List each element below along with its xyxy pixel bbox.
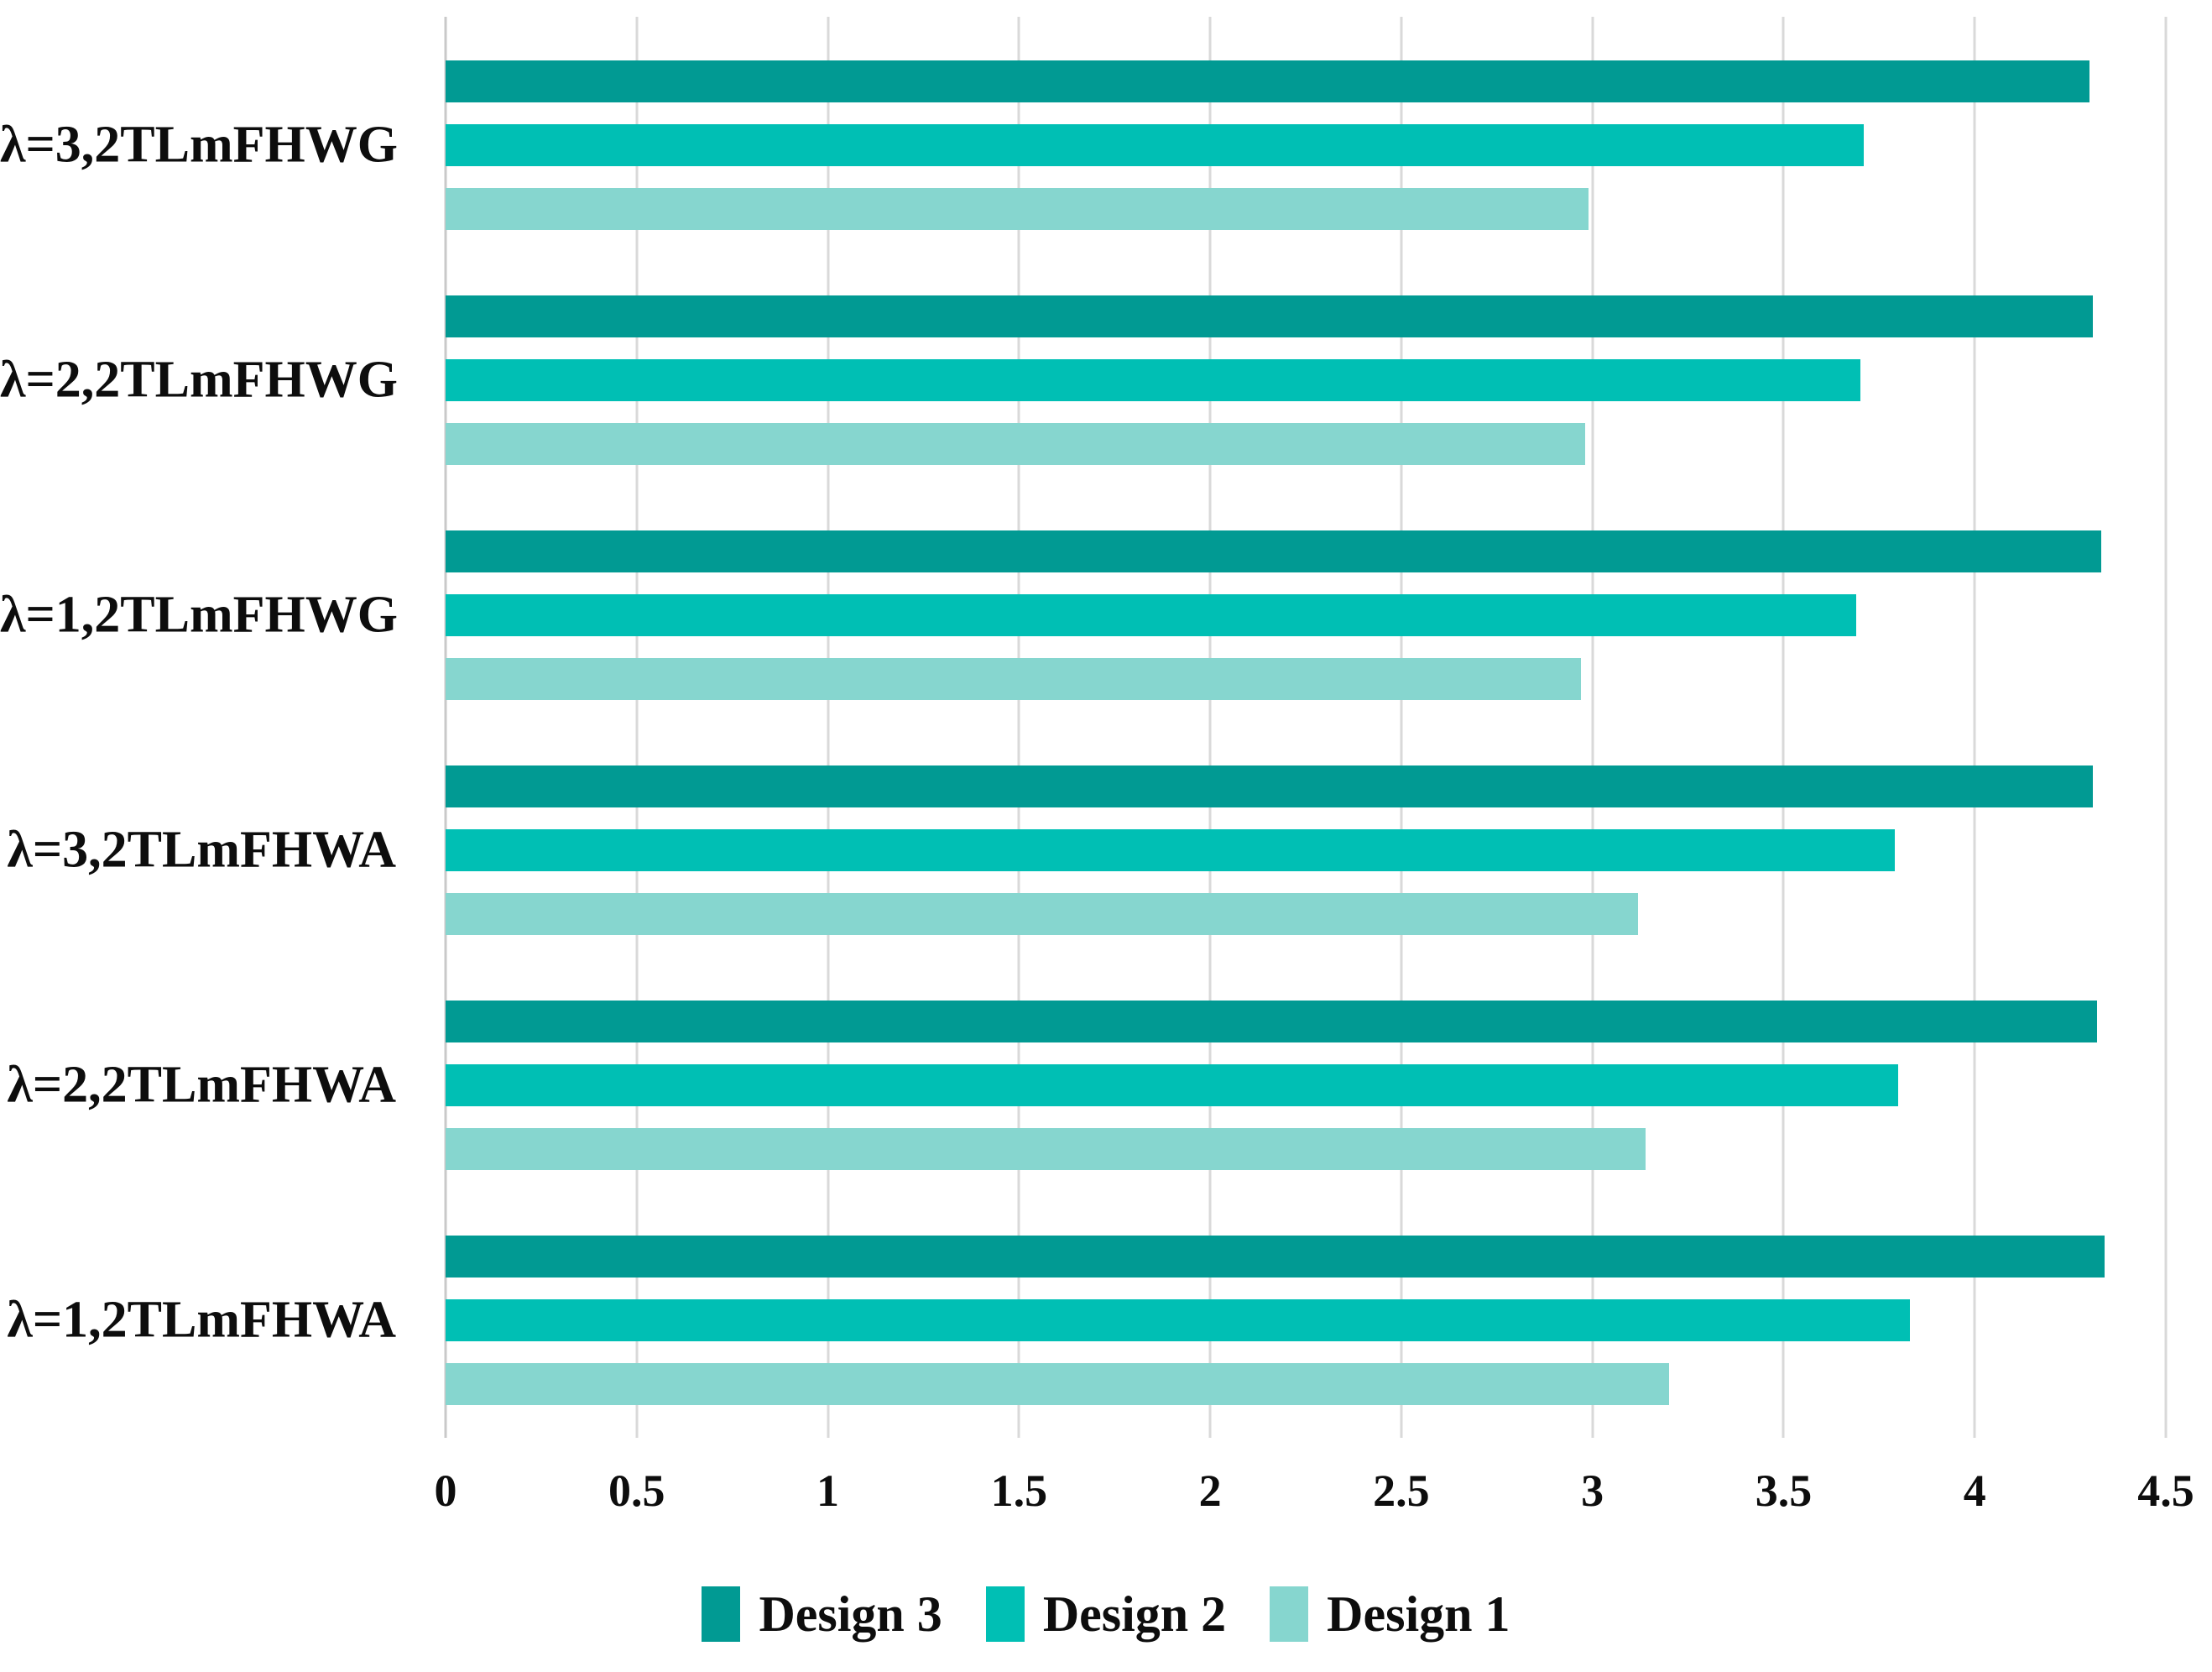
bar-design-1 bbox=[446, 1128, 1646, 1170]
bar-design-2 bbox=[446, 359, 1860, 401]
legend-label: Design 3 bbox=[759, 1586, 942, 1642]
legend-swatch-icon bbox=[1270, 1586, 1309, 1642]
bar-design-2 bbox=[446, 124, 1865, 166]
legend-swatch-icon bbox=[985, 1586, 1025, 1642]
category-label: λ=1,2TLmFHWA bbox=[7, 1291, 396, 1349]
legend-swatch-icon bbox=[702, 1586, 741, 1642]
category-label: λ=3,2TLmFHWA bbox=[7, 821, 396, 879]
x-tick-label: 2 bbox=[1198, 1466, 1222, 1516]
bar-design-3 bbox=[446, 765, 2094, 807]
gridline bbox=[635, 17, 639, 1438]
gridline bbox=[2164, 17, 2168, 1438]
x-tick-label: 0.5 bbox=[608, 1466, 665, 1516]
category-label: λ=3,2TLmFHWG bbox=[0, 116, 398, 174]
x-tick-label: 0 bbox=[434, 1466, 457, 1516]
bar-group bbox=[446, 1236, 2166, 1405]
gridline bbox=[1782, 17, 1785, 1438]
x-axis: 0 0.5 1 1.5 2 2.5 3 3.5 4 4.5 bbox=[0, 1465, 2212, 1540]
gridline bbox=[1400, 17, 1403, 1438]
gridlines bbox=[444, 17, 2168, 1438]
bar-design-2 bbox=[446, 1299, 1910, 1341]
x-tick-label: 2.5 bbox=[1373, 1466, 1430, 1516]
bar-design-3 bbox=[446, 1001, 2097, 1042]
x-tick-label: 1 bbox=[816, 1466, 840, 1516]
bar-design-3 bbox=[446, 530, 2101, 572]
legend-label: Design 1 bbox=[1327, 1586, 1510, 1642]
bar-design-1 bbox=[446, 423, 1585, 465]
plot-area bbox=[444, 17, 2168, 1438]
bar-design-1 bbox=[446, 188, 1589, 230]
legend-label: Design 2 bbox=[1042, 1586, 1227, 1642]
x-tick-label: 3.5 bbox=[1755, 1466, 1813, 1516]
bar-design-2 bbox=[446, 1064, 1899, 1106]
gridline bbox=[1973, 17, 1976, 1438]
bar-group bbox=[446, 295, 2166, 465]
x-tick-label: 4.5 bbox=[2137, 1466, 2194, 1516]
x-tick-label: 1.5 bbox=[990, 1466, 1048, 1516]
bar-design-3 bbox=[446, 295, 2094, 337]
category-label: λ=2,2TLmFHWA bbox=[7, 1056, 396, 1114]
bar-design-2 bbox=[446, 829, 1895, 871]
bar-group bbox=[446, 765, 2166, 935]
bar-design-3 bbox=[446, 1236, 2105, 1278]
bar-design-2 bbox=[446, 594, 1856, 636]
bar-design-1 bbox=[446, 893, 1639, 935]
legend-item-design-3: Design 3 bbox=[702, 1586, 942, 1643]
category-axis: λ=3,2TLmFHWG λ=2,2TLmFHWG λ=1,2TLmFHWG λ=3,… bbox=[0, 17, 420, 1438]
gridline bbox=[1208, 17, 1212, 1438]
category-label: λ=2,2TLmFHWG bbox=[0, 351, 398, 409]
bar-group bbox=[446, 1001, 2166, 1170]
legend-item-design-1: Design 1 bbox=[1270, 1586, 1510, 1643]
y-axis-line bbox=[444, 17, 447, 1438]
bar-group bbox=[446, 60, 2166, 230]
x-tick-label: 3 bbox=[1581, 1466, 1604, 1516]
gridline bbox=[1591, 17, 1594, 1438]
bar-group bbox=[446, 530, 2166, 700]
bar-design-1 bbox=[446, 1363, 1669, 1405]
category-label: λ=1,2TLmFHWG bbox=[0, 586, 398, 644]
bar-design-1 bbox=[446, 658, 1581, 700]
bars-area bbox=[446, 17, 2166, 1438]
gridline bbox=[1017, 17, 1020, 1438]
x-tick-label: 4 bbox=[1963, 1466, 1986, 1516]
bar-design-3 bbox=[446, 60, 2089, 102]
legend-item-design-2: Design 2 bbox=[985, 1586, 1227, 1643]
gridline bbox=[827, 17, 830, 1438]
legend: Design 3 Design 2 Design 1 bbox=[0, 1568, 2212, 1660]
